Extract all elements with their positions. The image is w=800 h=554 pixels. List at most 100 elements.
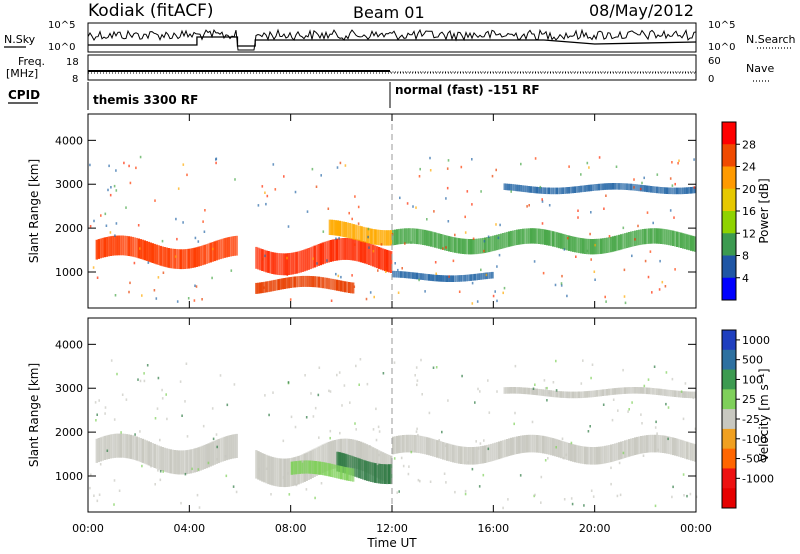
colorbar-tick-label: 100 (742, 373, 763, 386)
heatmap-speckle (682, 473, 685, 476)
heatmap-cell (668, 229, 671, 246)
heatmap-speckle (366, 382, 369, 386)
heatmap-speckle (235, 490, 238, 494)
heatmap-cell (277, 458, 280, 487)
heatmap-speckle (100, 214, 102, 217)
heatmap-speckle (283, 175, 285, 178)
heatmap-speckle (592, 495, 595, 498)
heatmap-speckle (474, 401, 476, 404)
heatmap-cell (664, 435, 667, 454)
heatmap-cell (581, 391, 585, 398)
heatmap-speckle (494, 290, 496, 293)
heatmap-speckle (154, 417, 157, 420)
heatmap-cell (193, 247, 196, 268)
heatmap-cell (477, 273, 480, 280)
heatmap-cell (464, 238, 467, 255)
heatmap-cell (117, 235, 120, 256)
heatmap-cell (273, 279, 276, 291)
heatmap-cell (588, 446, 591, 465)
heatmap-cell (351, 439, 355, 468)
heatmap-cell (271, 456, 274, 486)
heatmap-cell (398, 271, 401, 278)
heatmap-cell (570, 236, 573, 252)
heatmap-cell (287, 277, 290, 289)
heatmap-cell (626, 232, 629, 248)
heatmap-speckle (677, 162, 679, 165)
heatmap-speckle (329, 436, 331, 440)
heatmap-speckle (294, 190, 297, 194)
heatmap-speckle (327, 207, 330, 210)
heatmap-cell (623, 387, 627, 394)
heatmap-cell (299, 250, 302, 273)
heatmap-cell (569, 186, 572, 194)
heatmap-speckle (464, 492, 467, 496)
heatmap-speckle (261, 185, 264, 188)
heatmap-cell (609, 388, 613, 396)
heatmap-cell (109, 236, 112, 256)
heatmap-cell (331, 239, 334, 262)
heatmap-cell (467, 274, 470, 282)
heatmap-cell (352, 456, 355, 477)
heatmap-speckle (186, 435, 189, 438)
heatmap-cell (97, 239, 100, 259)
heatmap-cell (119, 433, 122, 458)
heatmap-cell (669, 187, 673, 195)
heatmap-cell (549, 187, 552, 195)
heatmap-speckle (380, 243, 383, 246)
heatmap-speckle (622, 451, 625, 455)
heatmap-cell (607, 183, 611, 190)
freq-tick-low: 8 (72, 74, 78, 85)
heatmap-cell (462, 446, 465, 465)
heatmap-cell (301, 275, 304, 287)
heatmap-cell (233, 434, 236, 459)
heatmap-cell (612, 444, 615, 462)
heatmap-cell (670, 230, 673, 246)
heatmap-cell (211, 441, 214, 466)
heatmap-speckle (338, 237, 340, 240)
heatmap-cell (388, 250, 391, 273)
heatmap-speckle (671, 184, 674, 187)
heatmap-cell (521, 185, 524, 192)
heatmap-cell (510, 437, 513, 456)
heatmap-cell (678, 439, 681, 457)
heatmap-speckle (328, 389, 330, 393)
heatmap-cell (231, 434, 234, 459)
heatmap-speckle (454, 490, 456, 494)
heatmap-cell (343, 438, 347, 468)
heatmap-speckle (672, 485, 674, 489)
heatmap-cell (543, 187, 546, 194)
heatmap-cell (645, 387, 649, 395)
heatmap-speckle (320, 174, 322, 177)
heatmap-cell (295, 251, 298, 274)
heatmap-cell (544, 436, 547, 454)
heatmap-cell (368, 228, 371, 244)
heatmap-cell (444, 442, 447, 461)
heatmap-speckle (580, 382, 583, 385)
heatmap-cell (680, 232, 683, 248)
y-tick-label: 4000 (55, 134, 83, 147)
heatmap-speckle (159, 470, 162, 473)
heatmap-cell (446, 235, 449, 251)
heatmap-speckle (336, 166, 339, 169)
freq-label: Freq. (18, 55, 45, 68)
heatmap-speckle (671, 161, 673, 164)
heatmap-cell (275, 279, 278, 291)
heatmap-cell (513, 184, 516, 191)
heatmap-speckle (317, 393, 320, 397)
heatmap-cell (456, 237, 459, 254)
heatmap-speckle (652, 221, 654, 225)
heatmap-speckle (604, 295, 606, 299)
heatmap-cell (95, 239, 98, 260)
heatmap-speckle (186, 173, 188, 177)
heatmap-speckle (367, 235, 369, 239)
heatmap-speckle (583, 504, 585, 507)
heatmap-speckle (314, 496, 316, 500)
heatmap-cell (673, 390, 677, 397)
heatmap-cell (187, 449, 190, 474)
heatmap-cell (694, 444, 697, 462)
heatmap-cell (583, 185, 587, 192)
colorbar-tick-label: 500 (742, 354, 763, 367)
heatmap-cell (502, 440, 505, 458)
heatmap-cell (690, 391, 693, 399)
heatmap-speckle (416, 427, 418, 431)
